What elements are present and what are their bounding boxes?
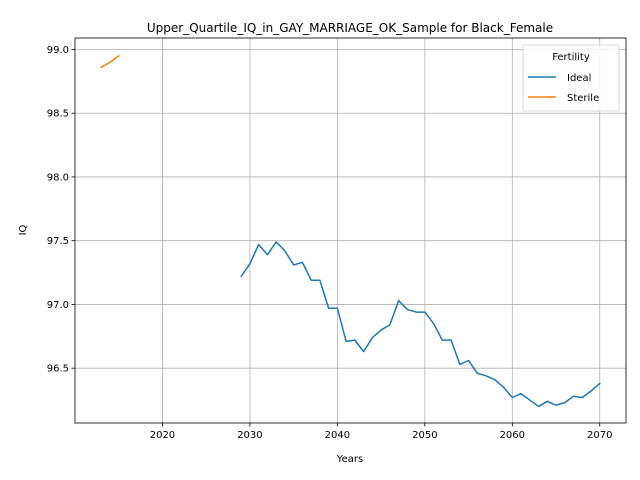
y-tick-label: 97.5 [47, 236, 69, 247]
series-line-sterile [100, 54, 120, 69]
legend-box [522, 44, 620, 112]
axes-frame [74, 37, 627, 424]
x-tick-label: 2060 [500, 430, 525, 441]
y-tick-label: 96.5 [47, 364, 69, 375]
legend-label-sterile: Sterile [567, 93, 599, 104]
x-axis-ticks: 2020 2030 2040 2050 2060 2070 [150, 423, 612, 441]
x-tick-label: 2030 [237, 430, 262, 441]
x-tick-label: 2040 [325, 430, 350, 441]
series-lines [100, 54, 601, 408]
x-tick-label: 2050 [412, 430, 437, 441]
x-axis-label: Years [336, 454, 363, 465]
y-tick-label: 98.0 [47, 172, 69, 183]
x-tick-label: 2070 [587, 430, 612, 441]
legend-label-ideal: Ideal [567, 73, 591, 84]
legend: Fertility Ideal Sterile [522, 44, 620, 112]
y-tick-label: 99.0 [47, 45, 69, 56]
y-axis-label: IQ [18, 224, 29, 235]
y-axis-ticks: 96.5 97.0 97.5 98.0 98.5 99.0 [47, 45, 75, 375]
chart-title: Upper_Quartile_IQ_in_GAY_MARRIAGE_OK_Sam… [147, 21, 553, 35]
y-tick-label: 97.0 [47, 300, 69, 311]
x-tick-label: 2020 [150, 430, 175, 441]
legend-title: Fertility [552, 52, 590, 63]
series-line-ideal [240, 241, 601, 408]
y-tick-label: 98.5 [47, 109, 69, 120]
